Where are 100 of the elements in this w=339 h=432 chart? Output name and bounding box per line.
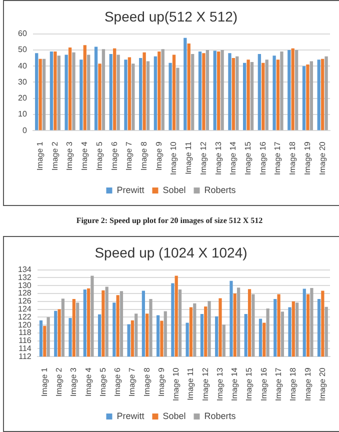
bar — [172, 54, 176, 130]
legend-label: Prewitt — [116, 184, 145, 195]
x-tick-label: Image 17 — [274, 367, 283, 402]
legend-label: Sobel — [162, 184, 186, 195]
x-tick-label: Image 16 — [259, 367, 268, 402]
bar — [98, 64, 102, 130]
chart-title: Speed up (1024 X 1024) — [94, 244, 248, 260]
x-tick-label: Image 1 — [36, 141, 45, 171]
x-tick-label: Image 9 — [154, 141, 164, 171]
bar — [139, 58, 142, 130]
x-tick-label: Image 18 — [288, 367, 298, 402]
x-tick-label: Image 6 — [110, 141, 119, 171]
bar — [38, 58, 42, 130]
y-tick-label: 30 — [18, 77, 28, 86]
bar — [232, 58, 236, 130]
y-tick-label: 112 — [18, 352, 32, 361]
bar — [243, 62, 246, 130]
x-tick-label: Image 14 — [228, 141, 238, 176]
y-tick-label: 120 — [18, 320, 32, 330]
bar — [50, 52, 54, 130]
bar — [306, 64, 310, 130]
x-tick-label: Image 7 — [128, 367, 137, 397]
y-tick-label: 0 — [22, 126, 28, 135]
bar — [113, 48, 116, 130]
chart-title: Speed up(512 X 512) — [104, 8, 238, 24]
x-tick-label: Image 19 — [303, 367, 312, 402]
bar — [198, 52, 202, 130]
bar — [250, 62, 254, 130]
x-tick-label: Image 1 — [40, 367, 49, 397]
bar — [202, 53, 206, 130]
y-tick-label: 114 — [18, 344, 32, 353]
x-tick-label: Image 8 — [142, 367, 152, 397]
y-tick-label: 40 — [18, 61, 28, 70]
x-tick-label: Image 15 — [244, 141, 252, 176]
bar — [302, 66, 306, 130]
bar — [35, 53, 38, 130]
bar — [246, 60, 250, 130]
bar — [83, 45, 86, 130]
bar — [236, 56, 239, 130]
x-tick-label: Image 12 — [198, 141, 208, 176]
bar — [276, 60, 280, 130]
bar — [213, 50, 216, 130]
bar — [72, 52, 76, 130]
bar — [176, 68, 180, 130]
bar — [80, 60, 83, 130]
y-tick-label: 134 — [18, 265, 32, 274]
y-tick-label: 116 — [18, 336, 32, 346]
x-tick-label: Image 11 — [184, 141, 194, 174]
bar — [94, 46, 98, 130]
y-tick-label: 50 — [18, 45, 28, 54]
bar — [187, 43, 190, 130]
x-tick-label: Image 3 — [69, 367, 78, 397]
bar — [280, 52, 284, 130]
x-tick-label: Image 13 — [215, 367, 224, 402]
bar — [132, 64, 135, 130]
bar — [262, 62, 265, 130]
bar — [154, 56, 158, 130]
x-tick-label: Image 8 — [140, 141, 149, 171]
bar — [265, 60, 268, 130]
bar — [220, 50, 224, 130]
x-tick-label: Image 9 — [156, 367, 166, 397]
y-tick-label: 130 — [18, 280, 32, 290]
x-tick-label: Image 11 — [186, 367, 196, 400]
y-tick-label: 124 — [18, 304, 32, 314]
bar — [184, 38, 187, 130]
x-tick-label: Image 5 — [94, 141, 104, 171]
bar — [324, 56, 328, 130]
x-tick-label: Image 13 — [214, 141, 223, 176]
y-tick-label: 118 — [18, 328, 32, 338]
x-tick-label: Image 4 — [80, 141, 90, 171]
x-tick-label: Image 10 — [169, 141, 178, 176]
x-tick-label: Image 4 — [84, 367, 93, 397]
caption: Figure 2: Speed up plot for 20 images of size 512 X 512 — [75, 216, 264, 225]
bar — [124, 60, 128, 130]
bar — [206, 50, 210, 130]
bar — [258, 54, 262, 130]
legend-label: Roberts — [204, 410, 236, 421]
x-tick-label: Image 20 — [318, 367, 327, 402]
legend-label: Prewitt — [116, 410, 145, 421]
y-tick-label: 128 — [18, 288, 32, 298]
bar — [272, 56, 276, 130]
bar — [320, 58, 324, 130]
x-tick-label: Image 6 — [113, 367, 122, 397]
y-tick-label: 126 — [18, 296, 32, 306]
x-tick-label: Image 2 — [54, 367, 64, 397]
x-tick-label: Image 12 — [200, 367, 210, 402]
bar — [57, 56, 60, 130]
bar — [116, 54, 120, 130]
x-tick-label: Image 17 — [273, 141, 282, 176]
bar — [168, 62, 172, 130]
y-tick-label: 132 — [18, 272, 32, 282]
x-tick-label: Image 5 — [98, 367, 108, 397]
x-tick-label: Image 10 — [172, 367, 181, 402]
bar — [42, 58, 46, 130]
bar — [64, 54, 68, 130]
x-tick-label: Image 18 — [288, 141, 298, 176]
legend-label: Roberts — [204, 184, 236, 195]
bar — [161, 49, 164, 130]
x-tick-label: Image 14 — [230, 367, 240, 402]
x-tick-label: Image 20 — [318, 141, 327, 176]
